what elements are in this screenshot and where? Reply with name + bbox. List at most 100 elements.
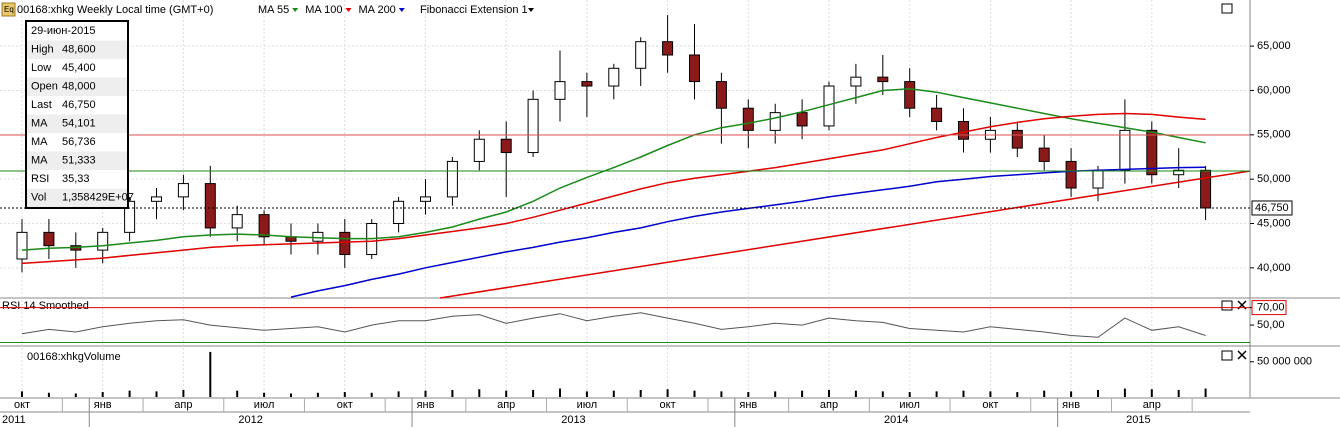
candle-body — [393, 200, 405, 224]
maximize-button[interactable] — [1221, 3, 1233, 14]
candle-body — [931, 107, 943, 123]
y-tick-label: 55,000 — [1257, 129, 1291, 141]
volume-bar — [1070, 391, 1073, 397]
x-tick-label: янв — [1062, 399, 1080, 411]
volume-bar — [290, 393, 292, 397]
candle-body — [1173, 169, 1185, 176]
candle-body — [312, 231, 324, 242]
candle-body — [151, 196, 162, 202]
year-label: 2014 — [884, 414, 908, 426]
year-label: 2012 — [238, 414, 262, 426]
candle-body — [689, 54, 700, 83]
dropdown-arrow[interactable] — [528, 8, 534, 12]
x-tick-label: окт — [14, 399, 30, 411]
candle-body — [715, 81, 727, 109]
close-button[interactable] — [1237, 350, 1247, 360]
x-tick-label: янв — [739, 399, 757, 411]
y-tick-label: 50,00 — [1257, 319, 1285, 331]
x-tick-label: окт — [660, 399, 676, 411]
volume-bar — [128, 390, 131, 397]
x-tick-label: янв — [94, 399, 112, 411]
panel-title: RSI 14 Smoothed — [2, 300, 89, 312]
volume-bar — [854, 390, 857, 397]
volume-bar — [343, 392, 346, 397]
candle-body — [1011, 129, 1023, 149]
volume-bar — [747, 392, 750, 397]
volume-bar — [666, 389, 669, 397]
volume-bar — [74, 393, 77, 397]
y-tick-label: 50,000 — [1257, 173, 1291, 185]
candle-body — [1200, 169, 1212, 209]
volume-bar — [397, 391, 400, 397]
volume-bar — [47, 392, 50, 397]
panel-title: 00168:xhkgVolume — [27, 351, 121, 363]
info-label: Open — [31, 81, 58, 93]
info-row-bg — [27, 77, 127, 96]
icon-glyph: Eq — [4, 5, 14, 14]
info-value: 48,600 — [62, 44, 96, 56]
info-value: 46,750 — [62, 99, 96, 111]
volume-bar — [828, 389, 830, 397]
info-label: Low — [31, 62, 51, 74]
y-tick-label: 50 000 000 — [1257, 356, 1312, 368]
info-row-bg — [27, 40, 127, 59]
x-tick-label: апр — [1143, 399, 1161, 411]
volume-bar — [182, 389, 185, 397]
legend-entry: MA 55 — [258, 4, 289, 16]
info-label: 29-июн-2015 — [31, 25, 96, 37]
volume-bar — [639, 389, 642, 397]
candle-body — [177, 183, 189, 198]
volume-bar — [424, 390, 427, 397]
volume-bar — [1177, 389, 1180, 397]
candle-body — [43, 231, 55, 247]
volume-bar — [370, 392, 373, 397]
candle-body — [420, 196, 431, 202]
line-series — [21, 87, 1206, 251]
volume-bar — [236, 390, 239, 397]
volume-bar — [585, 391, 588, 397]
candle-body — [473, 138, 485, 162]
info-value: 56,736 — [62, 136, 96, 148]
x-tick-label: июл — [254, 399, 275, 411]
legend-entry: MA 200 — [359, 4, 396, 16]
volume-bar — [1123, 388, 1126, 397]
info-label: MA — [31, 155, 48, 167]
line-series — [21, 312, 1206, 338]
x-tick-label: янв — [417, 399, 435, 411]
candle-body — [231, 214, 243, 229]
info-value: 35,33 — [62, 173, 90, 185]
candle-body — [258, 214, 270, 238]
volume-bar — [935, 391, 938, 397]
volume-bar — [908, 392, 911, 397]
volume-bar — [989, 391, 992, 397]
info-row-bg — [27, 114, 127, 133]
last-price-box — [1251, 200, 1293, 216]
x-tick-label: июл — [577, 399, 598, 411]
info-row-bg — [27, 151, 127, 170]
candle-body — [742, 107, 754, 131]
volume-bar — [101, 392, 104, 397]
maximize-button[interactable] — [1221, 300, 1233, 311]
info-label: RSI — [31, 173, 49, 185]
candle-body — [204, 183, 216, 229]
volume-bar — [209, 351, 212, 397]
year-label: 2015 — [1126, 414, 1150, 426]
candle-body — [1146, 129, 1158, 176]
info-label: MA — [31, 136, 48, 148]
candle-body — [1065, 160, 1077, 189]
maximize-button[interactable] — [1221, 350, 1233, 361]
candle-body — [97, 231, 109, 251]
x-tick-label: июл — [899, 399, 920, 411]
info-label: High — [31, 44, 54, 56]
candle-body — [1092, 169, 1104, 189]
volume-bar — [505, 390, 508, 397]
y-tick-label: 70,00 — [1257, 302, 1285, 314]
legend-entry: MA 100 — [305, 4, 342, 16]
info-value: 51,333 — [62, 155, 96, 167]
volume-bar — [451, 389, 454, 397]
line-series — [21, 112, 1206, 265]
info-row-bg — [27, 188, 127, 207]
volume-bar — [21, 391, 23, 397]
year-label: 2013 — [561, 414, 585, 426]
dropdown-arrow — [398, 8, 405, 12]
